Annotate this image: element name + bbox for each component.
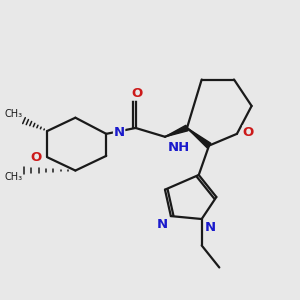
Text: N: N [205, 221, 216, 234]
Text: CH₃: CH₃ [4, 109, 22, 119]
Polygon shape [187, 128, 211, 148]
Text: O: O [131, 87, 143, 100]
Text: N: N [157, 218, 168, 231]
Polygon shape [165, 125, 188, 137]
Text: O: O [243, 126, 254, 139]
Text: N: N [114, 126, 125, 139]
Text: O: O [30, 151, 42, 164]
Text: CH₃: CH₃ [4, 172, 22, 182]
Text: NH: NH [168, 141, 190, 154]
